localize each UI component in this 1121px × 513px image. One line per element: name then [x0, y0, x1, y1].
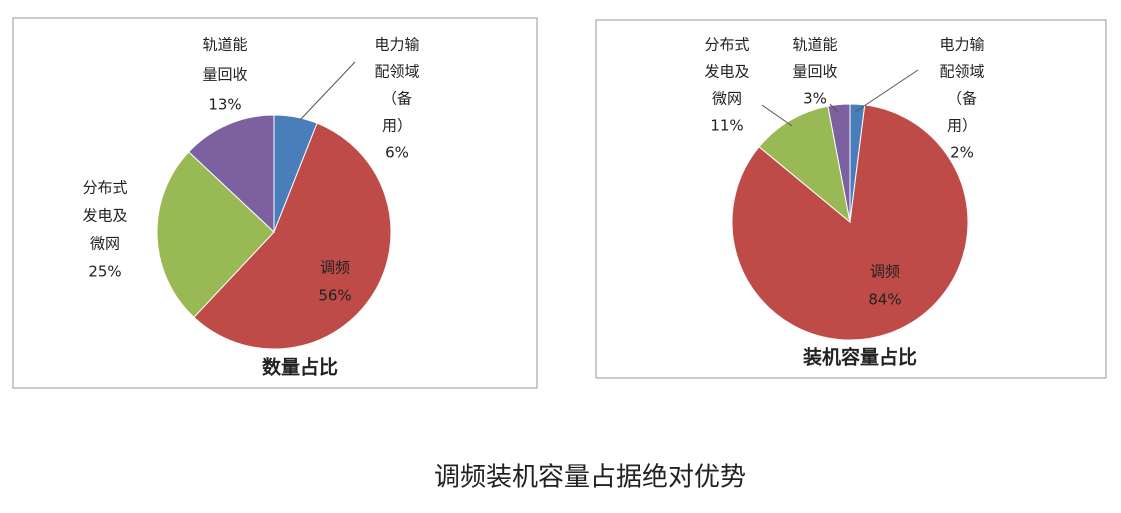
slice-value-label: 6% — [385, 144, 409, 162]
pie-slice — [758, 105, 851, 224]
slice-label: 分布式 — [704, 36, 749, 54]
pie-slice — [188, 114, 275, 234]
pie-slice — [193, 122, 392, 350]
slice-label: 配领域 — [939, 63, 984, 81]
slice-label: 轨道能 — [202, 36, 247, 54]
slice-label: 发电及 — [82, 207, 127, 225]
leader-line — [761, 104, 793, 127]
slice-label: 用） — [947, 117, 977, 135]
slice-label: （备 — [382, 90, 412, 108]
chart-title: 数量占比 — [262, 356, 338, 379]
slice-label: 配领域 — [374, 63, 419, 81]
caption: 调频装机容量占据绝对优势 — [434, 463, 746, 493]
leader-line — [854, 69, 919, 113]
slice-label: 发电及 — [704, 63, 749, 81]
slice-label: 电力输 — [939, 36, 984, 54]
slice-label: 量回收 — [792, 63, 837, 81]
slice-label: 电力输 — [374, 36, 419, 54]
slice-label: 调频 — [870, 263, 900, 281]
chart-title: 装机容量占比 — [802, 346, 917, 369]
leader-line — [829, 103, 839, 113]
slice-label: 分布式 — [82, 179, 127, 197]
slice-label: 微网 — [712, 90, 742, 108]
slice-value-label: 2% — [950, 144, 974, 162]
slice-label: 微网 — [90, 235, 120, 253]
slice-value-label: 11% — [710, 117, 743, 135]
slice-label: 用） — [382, 117, 412, 135]
slice-value-label: 84% — [868, 291, 901, 309]
slice-value-label: 13% — [208, 96, 241, 114]
slice-label: （备 — [947, 90, 977, 108]
pie-slice — [156, 151, 275, 318]
leader-line — [299, 61, 356, 121]
slice-value-label: 3% — [803, 90, 827, 108]
slice-label: 量回收 — [202, 66, 247, 84]
slice-value-label: 56% — [318, 287, 351, 305]
slice-label: 调频 — [320, 259, 350, 277]
slice-value-label: 25% — [88, 263, 121, 281]
slice-label: 轨道能 — [792, 36, 837, 54]
pie-slice — [827, 103, 851, 223]
